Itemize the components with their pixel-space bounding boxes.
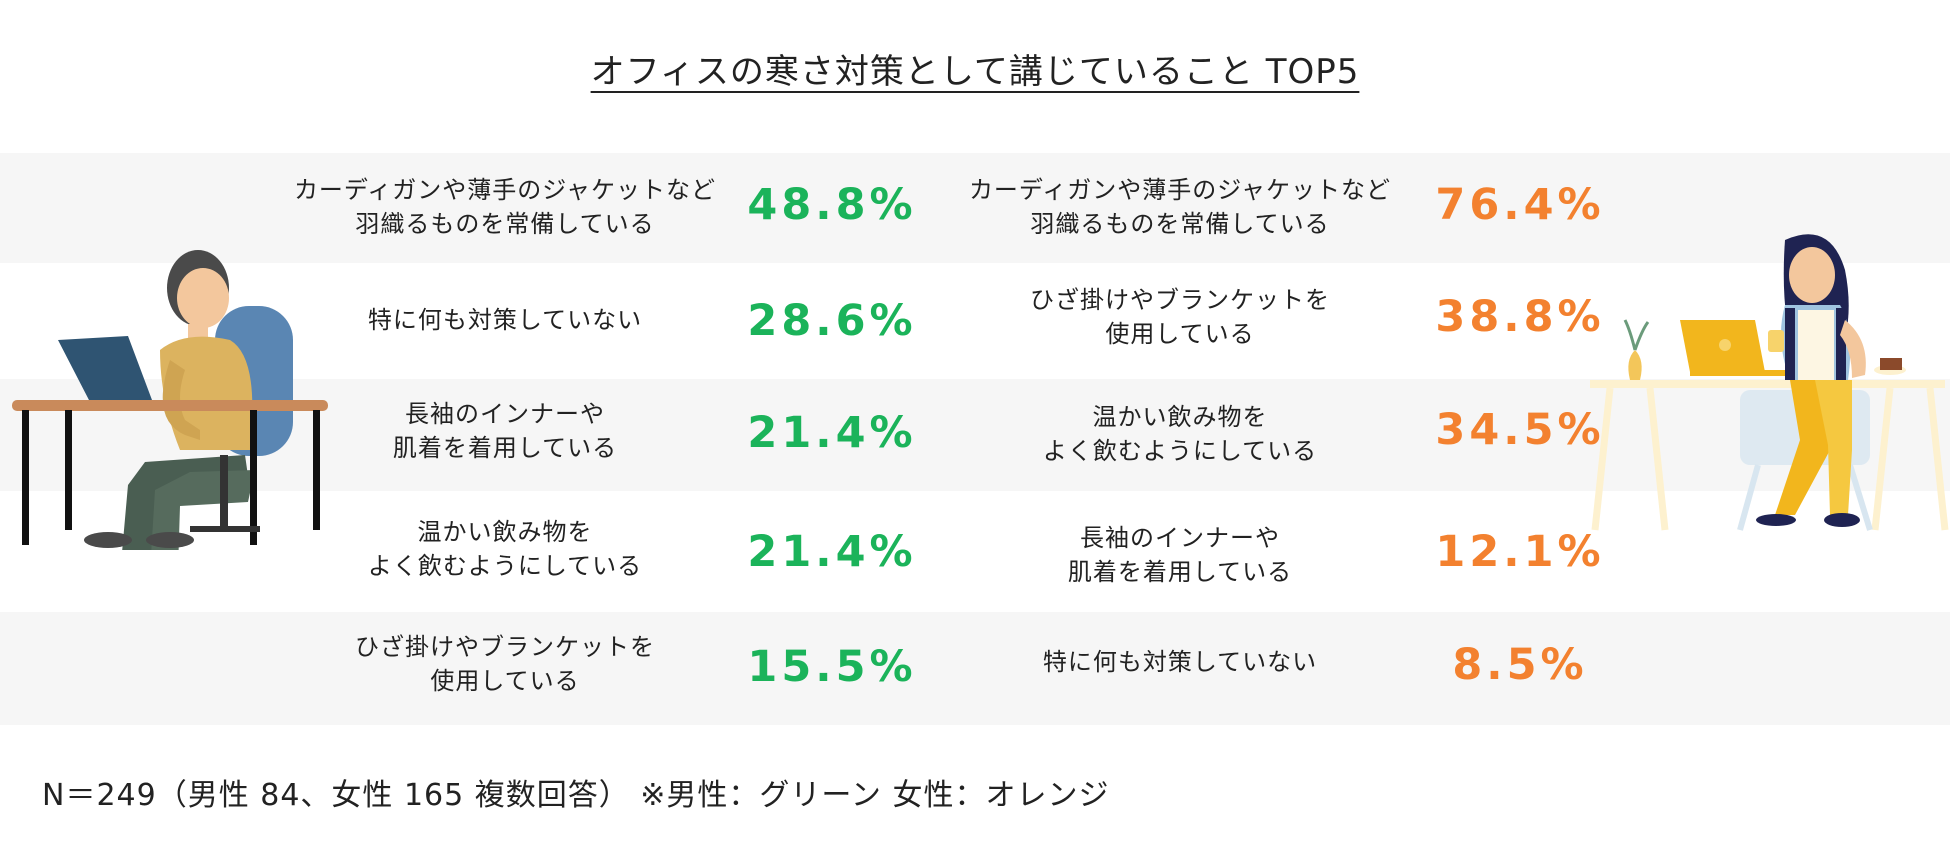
row-band-5 [0, 612, 1950, 725]
female-value-1: 76.4% [1435, 180, 1605, 230]
male-value-3: 21.4% [747, 408, 917, 458]
female-worker-illustration [1590, 234, 1949, 531]
male-value-5: 15.5% [747, 642, 917, 692]
female-label-5: 特に何も対策していない [1042, 648, 1318, 676]
male-worker-illustration [12, 250, 328, 550]
male-value-2: 28.6% [747, 296, 917, 346]
female-label-4: 長袖のインナーや 肌着を着用している [1067, 524, 1293, 586]
male-label-5: ひざ掛けやブランケットを 使用している [355, 633, 655, 695]
chart-title: オフィスの寒さ対策として講じていること TOP5 [590, 52, 1360, 92]
row-band-1 [0, 153, 1950, 263]
female-value-4: 12.1% [1435, 527, 1605, 577]
male-label-2: 特に何も対策していない [367, 306, 643, 334]
female-label-3: 温かい飲み物を よく飲むようにしている [1042, 403, 1318, 465]
male-value-4: 21.4% [747, 527, 917, 577]
female-value-5: 8.5% [1452, 640, 1588, 690]
male-label-1: カーディガンや薄手のジャケットなど 羽織るものを常備している [293, 176, 717, 238]
male-value-1: 48.8% [747, 180, 917, 230]
female-value-3: 34.5% [1435, 405, 1605, 455]
footer-note: N＝249（男性 84、女性 165 複数回答） ※男性：グリーン 女性：オレン… [42, 778, 1110, 813]
female-label-2: ひざ掛けやブランケットを 使用している [1030, 286, 1330, 348]
female-label-1: カーディガンや薄手のジャケットなど 羽織るものを常備している [968, 176, 1392, 238]
female-value-2: 38.8% [1435, 292, 1605, 342]
male-label-3: 長袖のインナーや 肌着を着用している [392, 400, 618, 462]
row-band-3 [0, 379, 1950, 491]
male-label-4: 温かい飲み物を よく飲むようにしている [367, 518, 643, 580]
